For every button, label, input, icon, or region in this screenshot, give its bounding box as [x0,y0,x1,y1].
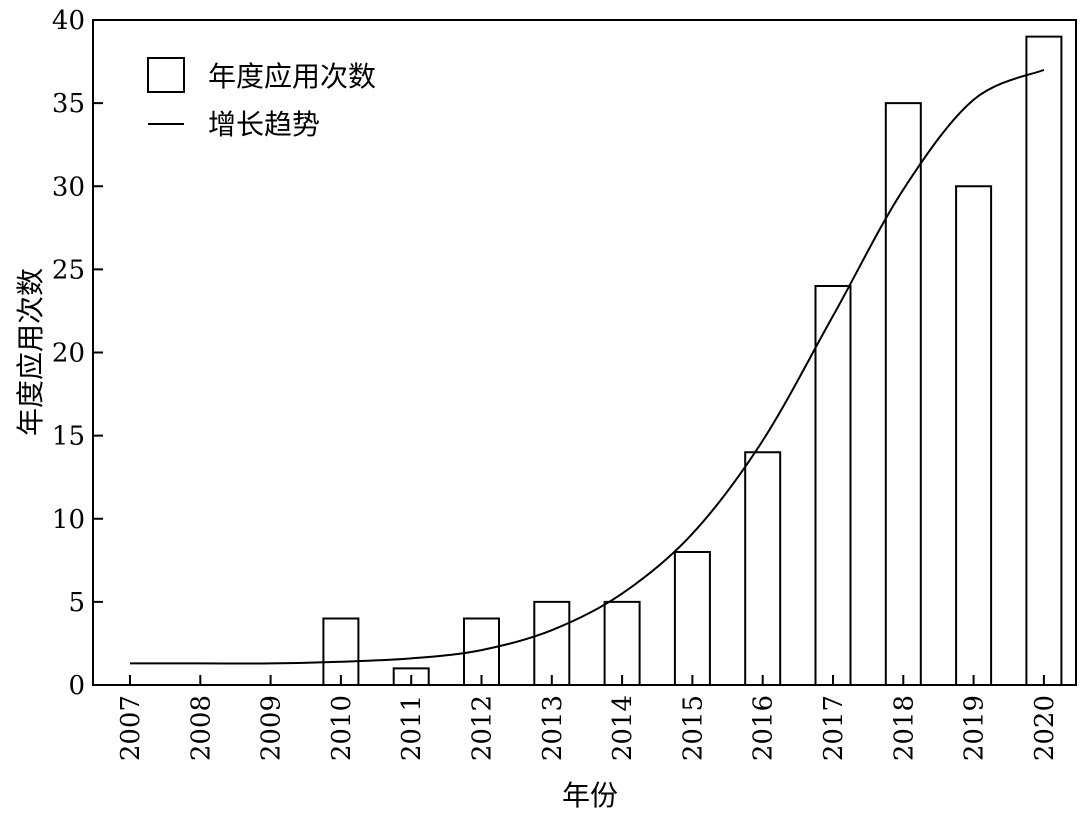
y-tick-label-35: 35 [52,89,85,119]
y-tick-label-25: 25 [52,255,85,285]
x-axis-title: 年份 [562,779,618,812]
legend-line-label: 增长趋势 [208,108,320,141]
x-tick-label-2014: 2014 [608,695,638,761]
y-tick-label-0: 0 [68,671,85,701]
y-tick-label-40: 40 [52,6,85,36]
x-tick-label-2008: 2008 [186,695,216,761]
bar-2019 [955,185,993,686]
legend-bar-label: 年度应用次数 [208,60,376,93]
x-tick-label-2018: 2018 [889,695,919,761]
x-tick-label-2013: 2013 [538,695,568,761]
x-tick-label-2016: 2016 [749,695,779,761]
labels-layer: 0 5 10 15 20 25 30 35 40 2007 2008 2009 2010 2011 2012… [52,6,1060,761]
bar-2020 [1025,35,1063,686]
x-tick-label-2012: 2012 [468,695,498,761]
x-tick-label-2020: 2020 [1030,695,1060,761]
y-tick-label-15: 15 [52,422,85,452]
bar-2015 [673,551,711,686]
legend-bar-swatch [147,57,185,93]
y-tick-label-10: 10 [52,505,85,535]
x-tick-label-2009: 2009 [257,695,287,761]
bar-2016 [744,451,782,686]
x-tick-label-2019: 2019 [960,695,990,761]
y-tick-label-5: 5 [68,588,85,618]
y-axis-title: 年度应用次数 [14,268,47,436]
bars-layer [322,35,1063,686]
legend: 年度应用次数 增长趋势 [147,57,376,141]
y-tick-label-30: 30 [52,172,85,202]
x-tick-label-2010: 2010 [327,695,357,761]
x-tick-label-2017: 2017 [819,695,849,761]
ticks-layer [93,19,1045,686]
bar-2018 [884,102,922,686]
bar-2014 [603,600,641,686]
x-tick-label-2007: 2007 [116,695,146,761]
bar-2017 [814,285,852,686]
trend-line [130,68,1045,665]
bar-2013 [533,600,571,686]
x-tick-label-2015: 2015 [678,695,708,761]
y-tick-label-20: 20 [52,339,85,369]
x-tick-label-2011: 2011 [397,695,427,761]
